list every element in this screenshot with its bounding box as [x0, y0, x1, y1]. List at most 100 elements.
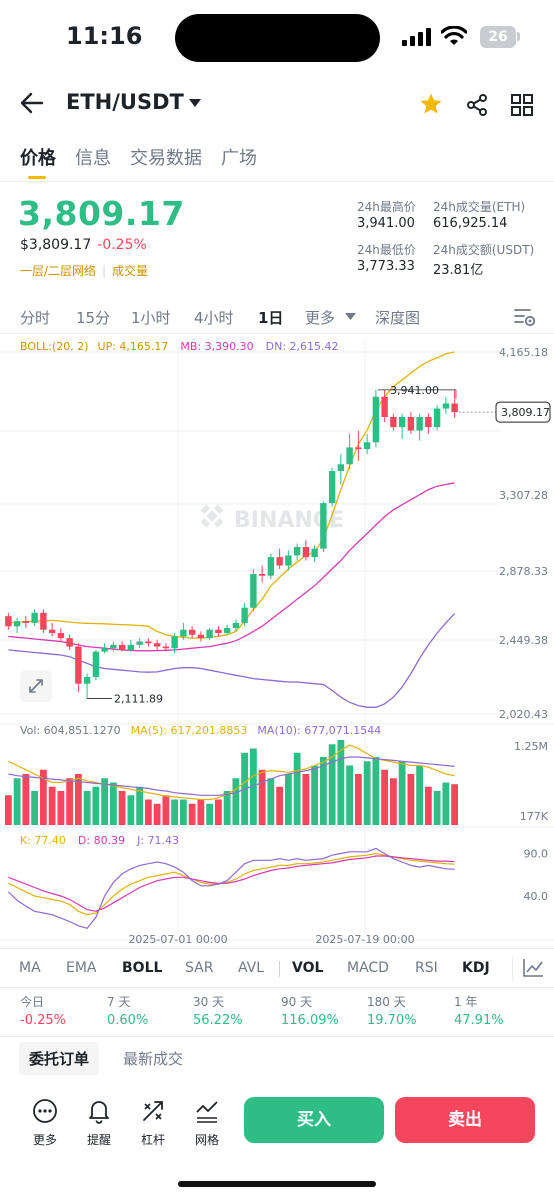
- alert-tool[interactable]: 提醒: [79, 1098, 119, 1148]
- ind-ema[interactable]: EMA: [66, 960, 97, 976]
- candle-body: [223, 627, 231, 634]
- period-15m[interactable]: 15分: [76, 309, 111, 327]
- candle-body: [127, 644, 135, 650]
- ind-ma[interactable]: MA: [19, 960, 41, 976]
- price-axis-label: 2,878.33: [499, 565, 548, 578]
- tab-latest-trades[interactable]: 最新成交: [123, 1050, 184, 1068]
- candle-body: [118, 644, 126, 650]
- ind-vol[interactable]: VOL: [292, 960, 324, 976]
- boll-dn: DN: 2,615.42: [265, 340, 339, 353]
- ind-avl[interactable]: AVL: [238, 960, 265, 976]
- tab-price[interactable]: 价格: [20, 148, 56, 169]
- period-1h[interactable]: 1小时: [131, 309, 171, 327]
- candle-body: [145, 641, 152, 644]
- chart-settings-icon[interactable]: [514, 307, 536, 327]
- volume-bar: [74, 774, 82, 825]
- candle-body: [92, 651, 100, 677]
- volume-bar: [136, 786, 144, 825]
- time-axis-label: 2025-07-19 00:00: [315, 933, 414, 946]
- tags-row: 一层/二层网络 | 成交量: [20, 262, 148, 279]
- grid-tool[interactable]: 网格: [187, 1098, 227, 1148]
- leverage-tool[interactable]: 杠杆: [133, 1098, 173, 1148]
- candle-body: [180, 629, 187, 637]
- volume-bar: [31, 791, 39, 825]
- volume-bar: [354, 774, 362, 825]
- share-icon[interactable]: [465, 93, 489, 117]
- ind-boll[interactable]: BOLL: [122, 960, 163, 976]
- period-depth[interactable]: 深度图: [375, 309, 421, 327]
- price-axis-label: 3,307.28: [499, 489, 548, 502]
- vol-eth-value: 616,925.14: [433, 216, 508, 231]
- more-tool[interactable]: 更多: [25, 1098, 65, 1148]
- volume-bar: [101, 778, 109, 825]
- price-usd: $3,809.17: [20, 237, 92, 253]
- sell-button[interactable]: 卖出: [395, 1097, 535, 1143]
- volume-bar: [451, 784, 459, 825]
- candle-body: [320, 503, 327, 549]
- more-caret-icon[interactable]: [345, 313, 356, 321]
- tag-layer[interactable]: 一层/二层网络: [20, 264, 97, 278]
- change-label: 今日: [20, 995, 45, 1009]
- volume-bar: [118, 791, 126, 825]
- fullscreen-button[interactable]: [20, 670, 52, 702]
- indicator-settings-icon[interactable]: [522, 958, 544, 978]
- volume-bar: [284, 774, 292, 825]
- pair-title[interactable]: ETH/USDT: [66, 90, 184, 114]
- volume-bar: [153, 803, 161, 825]
- ind-macd[interactable]: MACD: [347, 960, 389, 976]
- tab-trading-data[interactable]: 交易数据: [130, 148, 202, 169]
- volume-bar: [13, 778, 21, 825]
- tabs-divider: [0, 181, 554, 182]
- dropdown-caret-icon[interactable]: [188, 98, 202, 108]
- indicator-top-divider: [0, 948, 554, 949]
- buy-button[interactable]: 买入: [244, 1097, 384, 1143]
- vol-value: Vol: 604,851.1270: [20, 724, 121, 737]
- kdj-axis-label: 40.0: [524, 890, 549, 903]
- vol-eth-label: 24h成交量(ETH): [433, 200, 526, 214]
- candle-body: [66, 638, 73, 647]
- signal-icon: [402, 28, 431, 46]
- volume-bar: [407, 774, 415, 825]
- volume-axis-label: 177K: [520, 810, 549, 823]
- tab-open-orders[interactable]: 委托订单: [19, 1042, 100, 1075]
- candle-body: [337, 464, 345, 472]
- boll-param: BOLL:(20, 2): [20, 340, 89, 353]
- period-1d[interactable]: 1日: [258, 309, 284, 327]
- volume-bar: [346, 765, 354, 825]
- candle-body: [285, 555, 292, 566]
- boll-lower-line: [8, 613, 456, 708]
- volume-bar: [363, 761, 371, 825]
- tab-info[interactable]: 信息: [75, 148, 111, 169]
- change-label: 1 年: [454, 995, 478, 1009]
- tag-volume[interactable]: 成交量: [112, 264, 149, 278]
- ind-rsi[interactable]: RSI: [415, 960, 438, 976]
- high-marker-label: 3,941.00: [390, 384, 439, 397]
- volume-bar: [319, 757, 327, 825]
- volume-bar: [424, 786, 432, 825]
- kdj-d-line: [8, 855, 455, 912]
- star-icon[interactable]: [418, 92, 444, 116]
- leverage-tool-label: 杠杆: [140, 1133, 165, 1147]
- period-timeline[interactable]: 分时: [20, 309, 51, 327]
- volume-bar: [109, 782, 117, 825]
- candle-body: [13, 621, 21, 627]
- change-value: 0.60%: [107, 1013, 149, 1028]
- low-value: 3,773.33: [357, 259, 415, 274]
- period-4h[interactable]: 4小时: [194, 309, 234, 327]
- back-arrow-icon[interactable]: [20, 92, 44, 114]
- price-change: -0.25%: [97, 237, 147, 253]
- candlestick-chart[interactable]: BINANCE 3,941.002,111.893,809.17 4,165.1…: [0, 340, 554, 950]
- tab-square[interactable]: 广场: [221, 148, 257, 169]
- candle-body: [451, 403, 458, 413]
- grid-icon[interactable]: [510, 93, 534, 117]
- volume-bar: [337, 740, 345, 825]
- ind-sar[interactable]: SAR: [185, 960, 214, 976]
- candle-body: [302, 546, 310, 558]
- volume-bar: [311, 765, 319, 825]
- price-axis-label: 2,449.38: [499, 634, 548, 647]
- battery-indicator: 26: [480, 26, 516, 48]
- period-more[interactable]: 更多: [305, 309, 336, 327]
- ind-kdj[interactable]: KDJ: [462, 960, 490, 976]
- battery-nub: [517, 32, 520, 41]
- last-price-label: 3,809.17: [501, 406, 550, 419]
